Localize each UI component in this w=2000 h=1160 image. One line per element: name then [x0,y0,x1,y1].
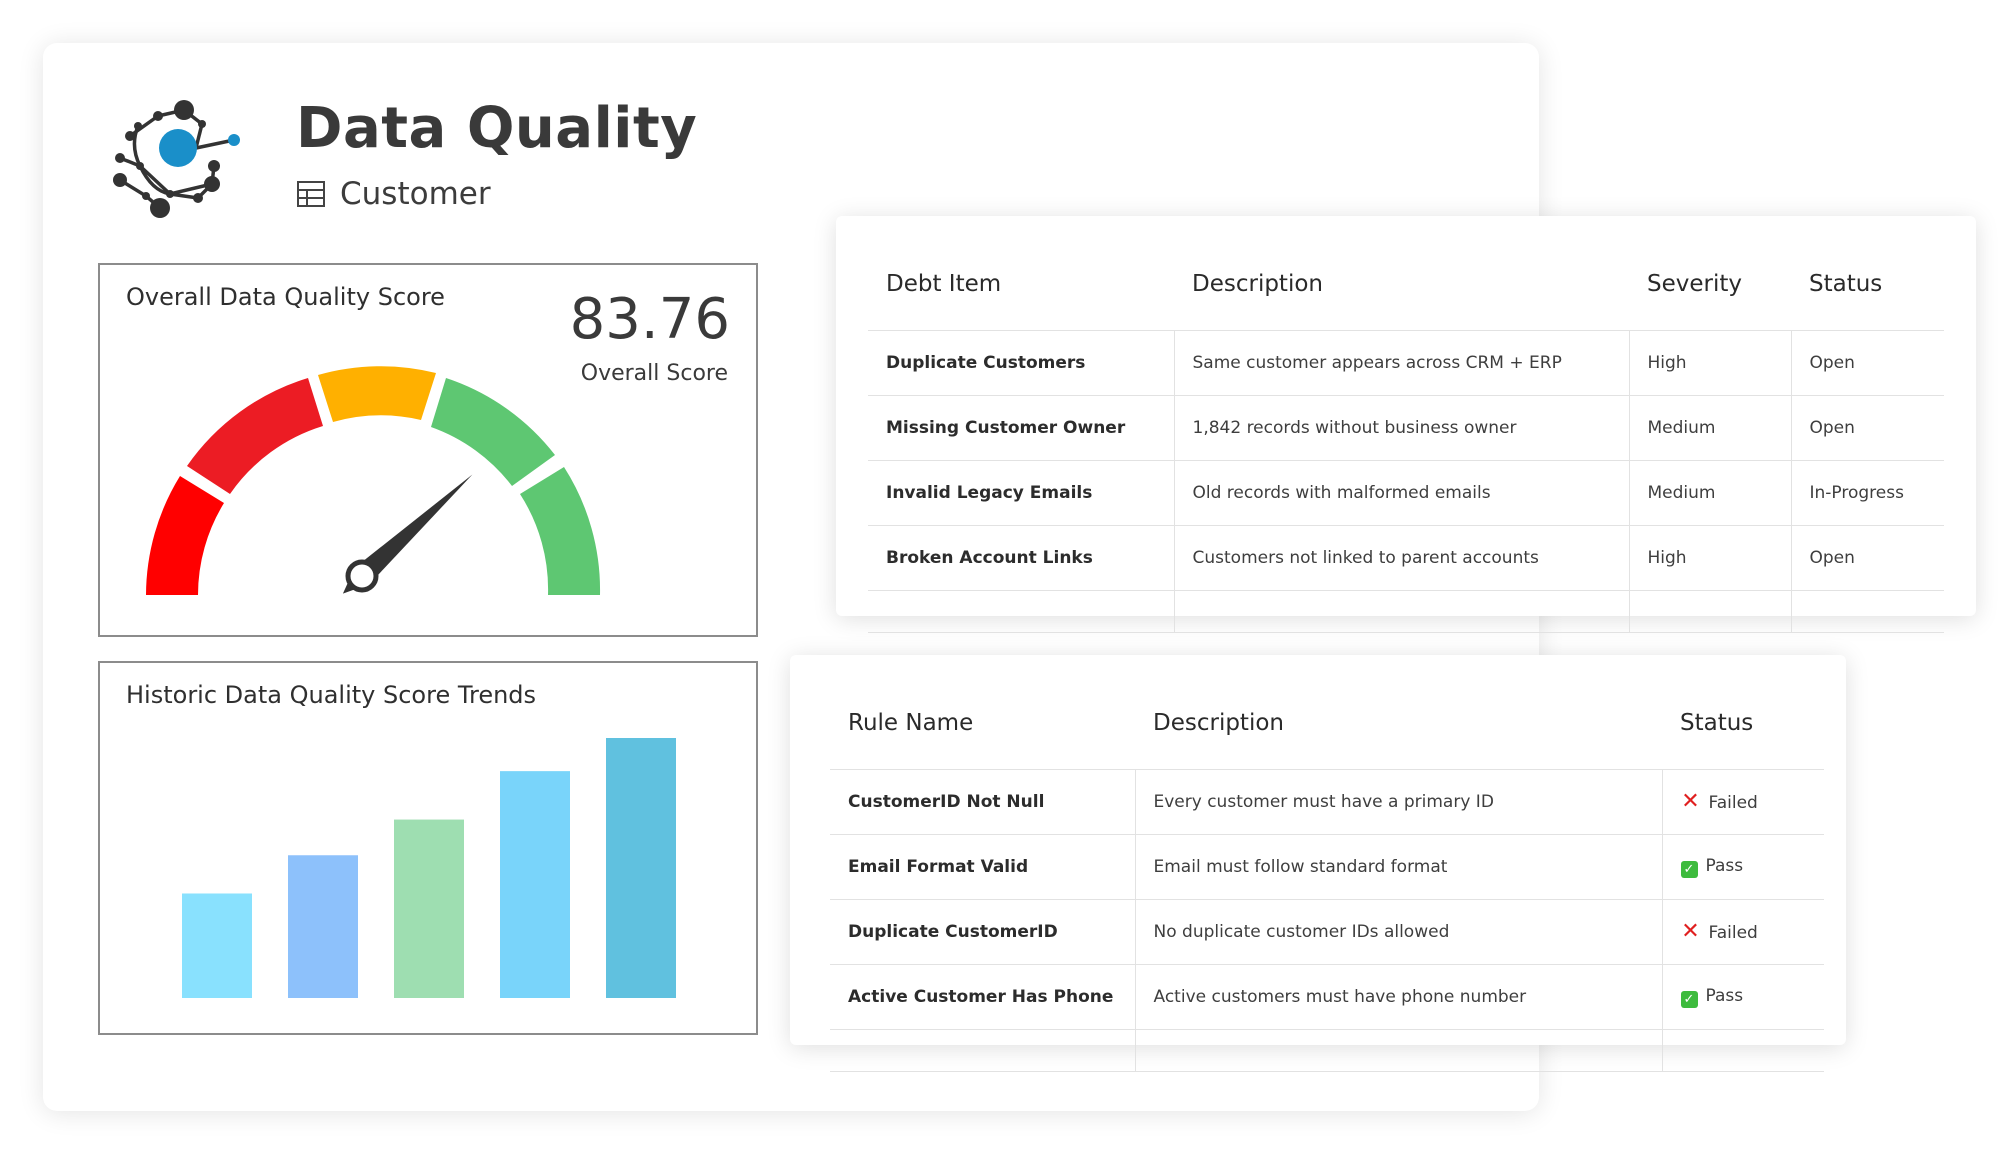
rule-status: ✕ Failed [1661,769,1824,835]
debt-item-description: Customers not linked to parent accounts [1173,525,1629,591]
table-icon [297,181,325,207]
rules-column-header: Description [1135,677,1662,770]
debt-item-status: Open [1790,395,1944,461]
debt-item-severity: Medium [1628,460,1791,526]
table-row: Duplicate CustomerID No duplicate custom… [830,899,1824,965]
debt-column-header: Description [1174,238,1629,331]
check-box-icon: ✓ [1680,990,1698,1008]
trend-panel: Historic Data Quality Score Trends [98,661,758,1035]
network-logo-icon [113,100,240,218]
empty-row [830,1029,1824,1072]
score-panel-title: Overall Data Quality Score [126,283,445,311]
rule-status: ✓ Pass [1661,834,1824,900]
entity-name: Customer [340,176,491,212]
debt-item-status: Open [1790,330,1944,396]
rule-status: ✓ Pass [1661,964,1824,1030]
trend-bar-2 [288,855,358,998]
debt-items-card: Debt Item Description Severity Status Du… [836,216,1976,633]
gauge-needle [342,474,473,594]
table-row: Invalid Legacy Emails Old records with m… [868,460,1944,526]
rule-description: Every customer must have a primary ID [1134,769,1662,835]
table-row: Email Format Valid Email must follow sta… [830,834,1824,900]
gauge-segment-2 [187,378,323,494]
debt-item-name: Invalid Legacy Emails [868,460,1174,526]
rule-description: Active customers must have phone number [1134,964,1662,1030]
debt-table-header: Debt Item Description Severity Status [868,238,1944,331]
debt-item-description: Old records with malformed emails [1173,460,1629,526]
overall-score-caption: Overall Score [580,361,728,386]
debt-item-severity: High [1628,525,1791,591]
table-row: CustomerID Not Null Every customer must … [830,769,1824,835]
debt-item-description: Same customer appears across CRM + ERP [1173,330,1629,396]
debt-item-name: Missing Customer Owner [868,395,1174,461]
rule-name: Duplicate CustomerID [830,899,1135,965]
empty-row [868,590,1944,633]
debt-item-severity: Medium [1628,395,1791,461]
debt-items-table: Debt Item Description Severity Status Du… [868,238,1944,633]
page-title: Data Quality [296,96,698,161]
debt-item-name: Duplicate Customers [868,330,1174,396]
rule-status-label: Pass [1705,855,1744,876]
debt-item-severity: High [1628,330,1791,396]
debt-item-status: In-Progress [1790,460,1944,526]
debt-column-header: Severity [1629,238,1791,331]
rule-description: No duplicate customer IDs allowed [1134,899,1662,965]
gauge-segment-4 [431,378,555,486]
rules-column-header: Rule Name [830,677,1135,770]
gauge-segment-5 [520,467,601,595]
rule-status: ✕ Failed [1661,899,1824,965]
table-row: Broken Account Links Customers not linke… [868,525,1944,591]
rules-column-header: Status [1662,677,1824,770]
debt-item-description: 1,842 records without business owner [1173,395,1629,461]
debt-column-header: Status [1791,238,1944,331]
x-mark-icon: ✕ [1681,919,1700,944]
trend-bar-5 [606,738,676,998]
table-row: Duplicate Customers Same customer appear… [868,330,1944,396]
rule-description: Email must follow standard format [1134,834,1662,900]
gauge-pivot [345,559,379,593]
rule-name: Active Customer Has Phone [830,964,1135,1030]
trend-bar-1 [182,893,252,998]
debt-item-name: Broken Account Links [868,525,1174,591]
table-row: Missing Customer Owner 1,842 records wit… [868,395,1944,461]
debt-item-status: Open [1790,525,1944,591]
rule-name: Email Format Valid [830,834,1135,900]
rule-status-label: Pass [1705,985,1744,1006]
trend-bar-3 [394,819,464,998]
rules-table-header: Rule Name Description Status [830,677,1824,770]
trend-bar-chart [182,738,676,998]
rule-status-label: Failed [1708,923,1758,943]
overall-score-value: 83.76 [569,287,730,352]
gauge-segment-1 [146,476,224,595]
overall-score-panel: Overall Data Quality Score 83.76 Overall… [98,263,758,637]
score-gauge [146,366,601,595]
rule-status-label: Failed [1708,793,1758,813]
rules-card: Rule Name Description Status CustomerID … [790,655,1846,1072]
debt-column-header: Debt Item [868,238,1174,331]
check-box-icon: ✓ [1680,860,1698,878]
entity-label: Customer [296,176,491,212]
gauge-segment-3 [318,366,436,422]
x-mark-icon: ✕ [1681,789,1700,814]
rules-table: Rule Name Description Status CustomerID … [830,677,1824,1072]
trend-bar-4 [500,771,570,998]
table-row: Active Customer Has Phone Active custome… [830,964,1824,1030]
rule-name: CustomerID Not Null [830,769,1135,835]
trend-panel-title: Historic Data Quality Score Trends [126,681,537,709]
